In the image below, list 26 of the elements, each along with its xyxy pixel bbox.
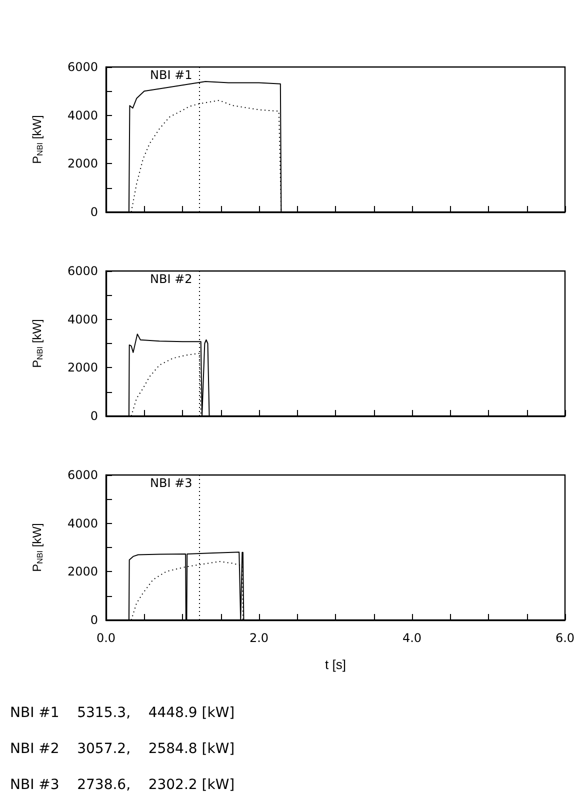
x-tick-label: 2.0 [249,631,269,645]
y-tick-label: 4000 [67,108,98,122]
text: NBI #2 3057.2, 2584.8 [kW] [10,741,235,757]
y-tick-label: 2000 [67,360,98,375]
y-tick-label: 2000 [67,156,98,171]
y-tick-label: 6000 [67,264,98,278]
text: NBI #3 2738.6, 2302.2 [kW] [10,777,235,793]
x-tick-label: 4.0 [402,631,422,645]
y-axis-title: PNBI [kW] [30,115,44,164]
x-axis-title: t [s] [325,657,346,672]
y-tick-label: 2000 [67,564,98,579]
y-tick-label: 0 [90,205,98,219]
x-tick-label: 0.0 [96,631,116,645]
y-tick-label: 6000 [67,468,98,482]
y-axis-title: PNBI [kW] [30,523,44,572]
y-tick-label: 4000 [67,516,98,530]
annotation: NBI #1 [150,68,192,82]
annotation: NBI #3 [150,476,192,490]
y-tick-label: 0 [90,613,98,627]
y-tick-label: 4000 [67,312,98,326]
y-tick-label: 0 [90,409,98,423]
x-tick-label: 6.0 [555,631,575,645]
annotation: NBI #2 [150,272,192,286]
text: NBI #1 5315.3, 4448.9 [kW] [10,705,235,721]
y-tick-label: 6000 [67,60,98,74]
y-axis-title: PNBI [kW] [30,319,44,368]
